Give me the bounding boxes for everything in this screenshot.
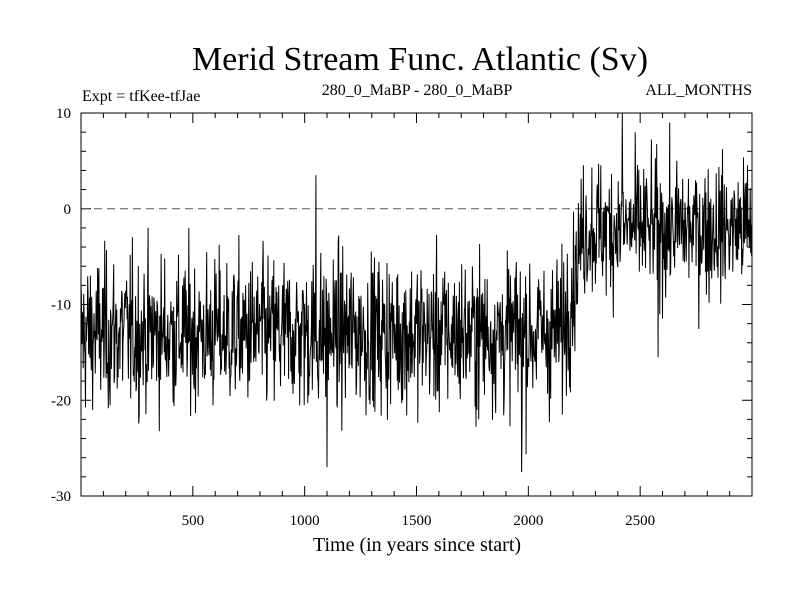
chart-title: Merid Stream Func. Atlantic (Sv) (192, 41, 648, 78)
y-tick-label: -10 (51, 298, 71, 314)
plot-frame (80, 112, 753, 497)
season-label: ALL_MONTHS (645, 82, 752, 99)
x-tick-label: 500 (182, 513, 205, 529)
series-line (80, 112, 753, 473)
x-axis: 500 1000 1500 2000 2500 (102, 113, 731, 529)
y-tick-label: 10 (56, 106, 71, 122)
y-axis: 10 0 -10 -20 -30 (51, 106, 752, 505)
x-tick-label: 1500 (402, 513, 432, 529)
x-tick-label: 1000 (290, 513, 320, 529)
y-tick-label: -20 (51, 393, 71, 409)
x-tick-label: 2500 (625, 513, 655, 529)
x-tick-label: 2000 (513, 513, 543, 529)
period-label: 280_0_MaBP - 280_0_MaBP (322, 82, 513, 99)
experiment-label: Expt = tfKee-tfJae (82, 88, 200, 105)
x-axis-label: Time (in years since start) (313, 534, 521, 556)
y-tick-label: -30 (51, 489, 71, 505)
y-tick-label: 0 (64, 202, 72, 218)
